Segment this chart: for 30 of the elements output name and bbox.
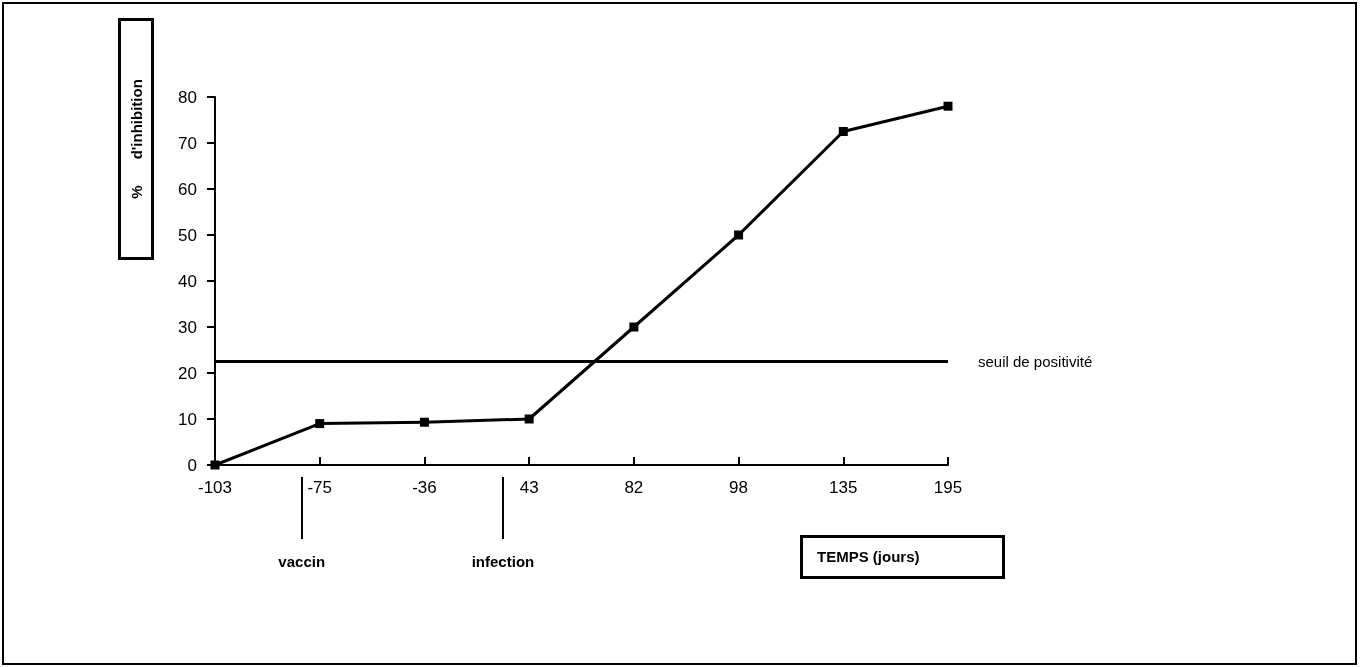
y-tick-label: 50 bbox=[178, 225, 197, 245]
x-tick-label: 135 bbox=[829, 478, 858, 497]
x-tick-label: -75 bbox=[307, 478, 332, 497]
point bbox=[210, 460, 220, 470]
x-tick-label: -103 bbox=[197, 478, 233, 497]
x-tick-label: 43 bbox=[519, 478, 539, 497]
point bbox=[943, 101, 953, 111]
x-tick-label: -36 bbox=[412, 478, 437, 497]
y-axis-title: % d'inhibition bbox=[127, 79, 145, 199]
x-axis-title: TEMPS (jours) bbox=[800, 535, 1005, 579]
y-tick-label: 0 bbox=[187, 455, 197, 475]
point bbox=[629, 322, 639, 332]
y-tick-label: 30 bbox=[178, 317, 197, 337]
point bbox=[315, 419, 325, 429]
x-tick-label: 98 bbox=[729, 478, 749, 497]
text: vaccin bbox=[278, 553, 326, 570]
y-tick-label: 10 bbox=[178, 409, 197, 429]
point bbox=[419, 417, 429, 427]
point bbox=[838, 127, 848, 136]
y-tick-label: 80 bbox=[178, 87, 197, 107]
point bbox=[524, 414, 534, 424]
point bbox=[734, 230, 744, 240]
y-tick-label: 60 bbox=[178, 179, 197, 199]
text: infection bbox=[471, 553, 535, 570]
ref-line-label: seuil de positivité bbox=[978, 353, 1093, 370]
y-tick-label: 20 bbox=[178, 363, 197, 383]
x-tick-label: 82 bbox=[624, 478, 644, 497]
y-tick-label: 70 bbox=[178, 133, 197, 153]
x-tick-label: 195 bbox=[933, 478, 963, 497]
y-tick-label: 40 bbox=[178, 271, 197, 291]
